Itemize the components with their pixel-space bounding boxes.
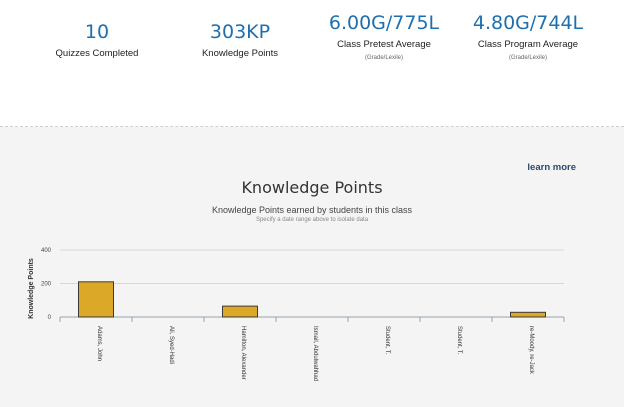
- stat-label: Class Program Average: [477, 39, 579, 50]
- y-tick-label: 400: [41, 248, 52, 254]
- stat-label: Quizzes Completed: [55, 48, 139, 59]
- category-label: Adams, John: [96, 326, 102, 361]
- y-axis-title: Knowledge Points: [28, 258, 35, 319]
- stats-bar: 10 Quizzes Completed 303KP Knowledge Poi…: [0, 0, 624, 126]
- stat-label: Class Pretest Average: [337, 39, 431, 50]
- stat-class-pretest-average: 6.00G/775L Class Pretest Average (Grade/…: [329, 12, 439, 61]
- learn-more-link[interactable]: learn more: [527, 162, 576, 173]
- stat-knowledge-points: 303KP Knowledge Points: [202, 21, 278, 59]
- stat-value: 10: [84, 21, 110, 43]
- chart-note: Specify a date range above to isolate da…: [255, 217, 369, 223]
- stat-sub-label: (Grade/Lexile): [364, 55, 403, 61]
- stat-value: 303KP: [209, 21, 271, 43]
- bar: [222, 305, 258, 318]
- category-label: re-Moody, re-Jack: [528, 326, 534, 375]
- chart-subtitle: Knowledge Points earned by students in t…: [211, 205, 413, 215]
- category-label: Ali, Syed-Hadi: [168, 326, 174, 364]
- y-tick-label: 0: [48, 315, 52, 321]
- stat-value: 4.80G/744L: [472, 12, 584, 34]
- category-label: Student, T.: [384, 326, 390, 355]
- stat-quizzes-completed: 10 Quizzes Completed: [56, 21, 139, 59]
- category-label: Ismail, Abdulwahhad: [312, 326, 318, 381]
- category-label: Hamilton, Alexander: [240, 326, 246, 380]
- chart-title: Knowledge Points: [241, 178, 383, 197]
- section-divider: [0, 126, 624, 127]
- bar: [78, 281, 114, 318]
- y-tick-label: 200: [41, 282, 52, 288]
- stat-value: 6.00G/775L: [328, 12, 440, 34]
- stat-label: Knowledge Points: [201, 48, 279, 59]
- category-label: Student, T.: [456, 326, 462, 355]
- stat-sub-label: (Grade/Lexile): [508, 55, 547, 61]
- stat-class-program-average: 4.80G/744L Class Program Average (Grade/…: [473, 12, 583, 61]
- chart-panel: learn more Knowledge Points Knowledge Po…: [0, 127, 624, 407]
- bar: [510, 311, 546, 318]
